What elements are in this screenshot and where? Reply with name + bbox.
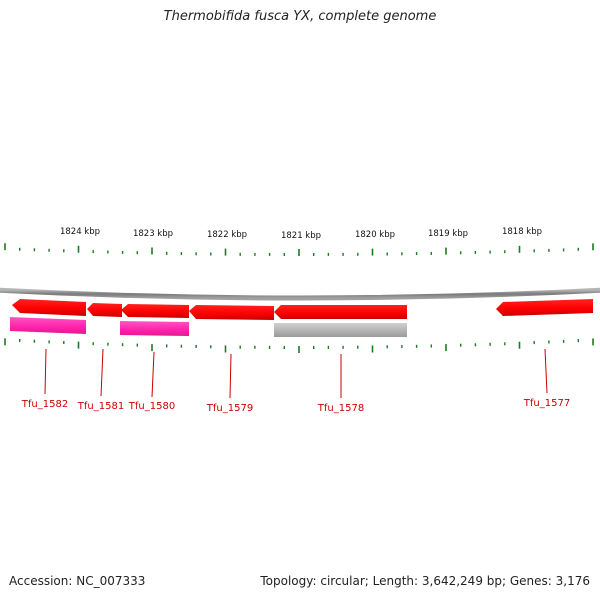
gene-arrow-tfu1577[interactable] (496, 299, 593, 316)
pseudo-bar-tfu1578[interactable] (274, 323, 407, 337)
gene-label-tfu1577[interactable]: Tfu_1577 (523, 398, 570, 409)
kbp-scale-labels: 1824 kbp 1823 kbp 1822 kbp 1821 kbp 1820… (60, 227, 542, 241)
gene-track (12, 299, 593, 320)
gene-label-tfu1579[interactable]: Tfu_1579 (206, 403, 253, 414)
kbp-label: 1823 kbp (133, 229, 173, 239)
cds-track (10, 317, 407, 337)
gene-arrow-tfu1580[interactable] (121, 304, 189, 318)
genome-title: Thermobifida fusca YX, complete genome (163, 9, 437, 24)
leader-line (100, 348, 104, 397)
kbp-label: 1822 kbp (207, 230, 247, 240)
kbp-label: 1819 kbp (428, 229, 468, 239)
gene-labels: Tfu_1582 Tfu_1581 Tfu_1580 Tfu_1579 Tfu_… (21, 398, 570, 414)
gene-arrow-tfu1581[interactable] (87, 303, 122, 317)
leader-line (229, 353, 232, 399)
leader-line (44, 348, 47, 395)
gene-label-tfu1578[interactable]: Tfu_1578 (317, 403, 364, 414)
cds-bar-tfu1580[interactable] (120, 321, 189, 336)
gene-arrow-tfu1579[interactable] (189, 305, 274, 320)
leader-line (151, 351, 155, 398)
kbp-label: 1824 kbp (60, 227, 100, 237)
upper-tick-scale (4, 243, 594, 256)
gene-label-tfu1580[interactable]: Tfu_1580 (128, 401, 175, 412)
leader-line (544, 348, 548, 394)
gene-label-leaders (44, 348, 548, 399)
genome-backbone-arc (0, 287, 600, 301)
kbp-label: 1821 kbp (281, 231, 321, 241)
kbp-label: 1820 kbp (355, 230, 395, 240)
accession-text: Accession: NC_007333 (9, 574, 146, 588)
genome-summary-text: Topology: circular; Length: 3,642,249 bp… (260, 574, 590, 588)
gene-label-tfu1582[interactable]: Tfu_1582 (21, 399, 68, 410)
gene-arrow-tfu1578[interactable] (274, 305, 407, 319)
cds-bar-tfu1582[interactable] (10, 317, 86, 334)
gene-arrow-tfu1582[interactable] (12, 299, 86, 316)
lower-tick-scale (4, 338, 594, 353)
kbp-label: 1818 kbp (502, 227, 542, 237)
gene-label-tfu1581[interactable]: Tfu_1581 (77, 401, 124, 412)
